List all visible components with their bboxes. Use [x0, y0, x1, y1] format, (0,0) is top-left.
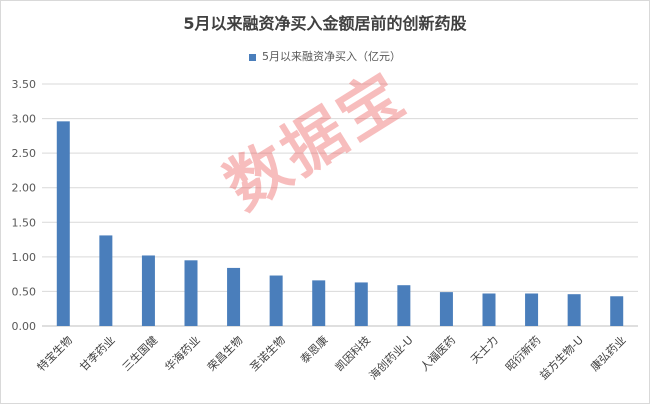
x-tick-label: 凯因科技 [332, 333, 373, 374]
x-tick-label: 益方生物-U [536, 333, 586, 383]
y-tick-label: 1.00 [12, 251, 37, 264]
x-tick-label: 三生国健 [119, 333, 160, 374]
bar [141, 255, 155, 326]
legend: 5月以来融资净买入（亿元） [0, 48, 650, 64]
bar [227, 267, 241, 326]
x-tick-label: 华海药业 [162, 333, 203, 374]
bar [312, 280, 326, 326]
x-tick-label: 特宝生物 [34, 333, 75, 374]
y-tick-label: 2.00 [12, 182, 37, 195]
x-tick-label: 康弘药业 [587, 333, 628, 374]
chart-title: 5月以来融资净买入金额居前的创新药股 [183, 14, 467, 33]
bar [354, 282, 368, 326]
x-tick-label: 天士力 [468, 334, 501, 367]
bar [610, 296, 624, 326]
bar [567, 294, 581, 326]
x-tick-label: 海创药业-U [366, 333, 416, 383]
y-tick-label: 0.50 [12, 285, 37, 298]
x-tick-label: 圣诺生物 [247, 333, 288, 374]
bar [439, 292, 453, 326]
y-tick-label: 2.50 [12, 147, 37, 160]
legend-swatch [249, 53, 256, 61]
bar [56, 121, 70, 326]
bar [99, 235, 113, 326]
x-tick-label: 泰恩康 [297, 333, 330, 366]
y-tick-label: 1.50 [12, 216, 37, 229]
y-tick-label: 3.50 [12, 78, 37, 91]
x-tick-label: 人福医药 [417, 333, 458, 374]
y-tick-label: 0.00 [12, 320, 37, 333]
x-tick-label: 甘李药业 [77, 333, 118, 374]
x-tick-label: 荣昌生物 [204, 333, 245, 374]
bar [482, 293, 496, 326]
legend-label: 5月以来融资净买入（亿元） [262, 50, 401, 63]
bar [525, 293, 539, 326]
x-tick-label: 昭衍新药 [502, 333, 543, 374]
y-tick-label: 3.00 [12, 113, 37, 126]
bar [397, 285, 411, 326]
bar [269, 275, 283, 326]
bar [184, 260, 198, 326]
